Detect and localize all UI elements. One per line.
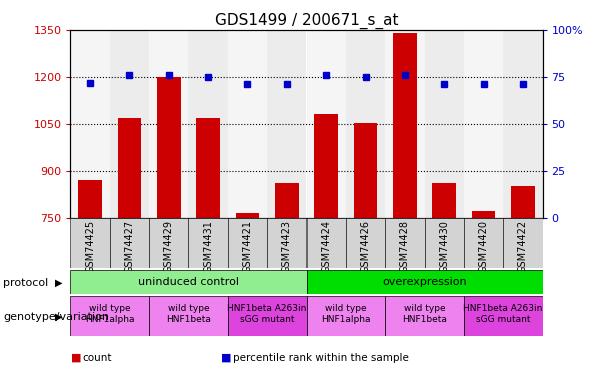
Bar	[464, 296, 543, 336]
Bar	[70, 30, 110, 217]
Bar	[354, 123, 377, 218]
Bar	[432, 183, 456, 218]
Text: GSM74422: GSM74422	[518, 220, 528, 273]
Bar	[314, 114, 338, 218]
Bar	[70, 270, 306, 294]
Bar	[275, 183, 299, 218]
Bar	[503, 217, 543, 268]
Bar	[306, 217, 346, 268]
Bar	[424, 217, 464, 268]
Bar	[228, 217, 267, 268]
Text: GSM74430: GSM74430	[439, 220, 449, 273]
Text: ▶: ▶	[55, 312, 62, 322]
Text: HNF1beta A263in
sGG mutant: HNF1beta A263in sGG mutant	[227, 304, 307, 324]
Text: GSM74421: GSM74421	[243, 220, 253, 273]
Bar	[228, 296, 306, 336]
Title: GDS1499 / 200671_s_at: GDS1499 / 200671_s_at	[215, 12, 398, 28]
Bar	[110, 217, 149, 268]
Bar	[110, 30, 149, 217]
Bar	[78, 180, 102, 218]
Text: wild type
HNF1beta: wild type HNF1beta	[402, 304, 447, 324]
Text: GSM74425: GSM74425	[85, 220, 95, 273]
Bar	[385, 217, 424, 268]
Bar	[385, 30, 424, 217]
Bar	[464, 217, 503, 268]
Bar	[306, 296, 385, 336]
Text: ■: ■	[221, 353, 231, 363]
Bar	[70, 217, 110, 268]
Text: uninduced control: uninduced control	[138, 277, 239, 287]
Bar	[424, 30, 464, 217]
Text: HNF1beta A263in
sGG mutant: HNF1beta A263in sGG mutant	[463, 304, 543, 324]
Bar	[157, 77, 181, 218]
Text: GSM74428: GSM74428	[400, 220, 410, 273]
Bar	[385, 296, 464, 336]
Bar	[189, 217, 228, 268]
Text: genotype/variation: genotype/variation	[3, 312, 109, 322]
Bar	[306, 270, 543, 294]
Text: GSM74420: GSM74420	[479, 220, 489, 273]
Text: GSM74426: GSM74426	[360, 220, 370, 273]
Bar	[267, 217, 306, 268]
Bar	[503, 30, 543, 217]
Bar	[346, 217, 385, 268]
Text: percentile rank within the sample: percentile rank within the sample	[233, 353, 409, 363]
Bar	[189, 30, 228, 217]
Bar	[306, 30, 346, 217]
Text: GSM74429: GSM74429	[164, 220, 174, 273]
Text: GSM74423: GSM74423	[282, 220, 292, 273]
Text: overexpression: overexpression	[382, 277, 467, 287]
Bar	[149, 217, 189, 268]
Bar	[511, 186, 535, 218]
Text: protocol: protocol	[3, 278, 48, 288]
Text: count: count	[83, 353, 112, 363]
Text: ▶: ▶	[55, 278, 62, 288]
Text: wild type
HNF1alpha: wild type HNF1alpha	[85, 304, 135, 324]
Bar	[346, 30, 385, 217]
Text: GSM74424: GSM74424	[321, 220, 331, 273]
Bar	[235, 213, 259, 217]
Text: wild type
HNF1beta: wild type HNF1beta	[166, 304, 211, 324]
Bar	[464, 30, 503, 217]
Bar	[70, 296, 149, 336]
Bar	[196, 118, 220, 218]
Text: ■: ■	[70, 353, 81, 363]
Text: wild type
HNF1alpha: wild type HNF1alpha	[321, 304, 371, 324]
Bar	[149, 296, 228, 336]
Bar	[267, 30, 306, 217]
Text: GSM74431: GSM74431	[203, 220, 213, 273]
Bar	[471, 211, 495, 217]
Bar	[149, 30, 189, 217]
Text: GSM74427: GSM74427	[124, 220, 134, 273]
Bar	[118, 118, 142, 218]
Bar	[228, 30, 267, 217]
Bar	[393, 33, 417, 218]
